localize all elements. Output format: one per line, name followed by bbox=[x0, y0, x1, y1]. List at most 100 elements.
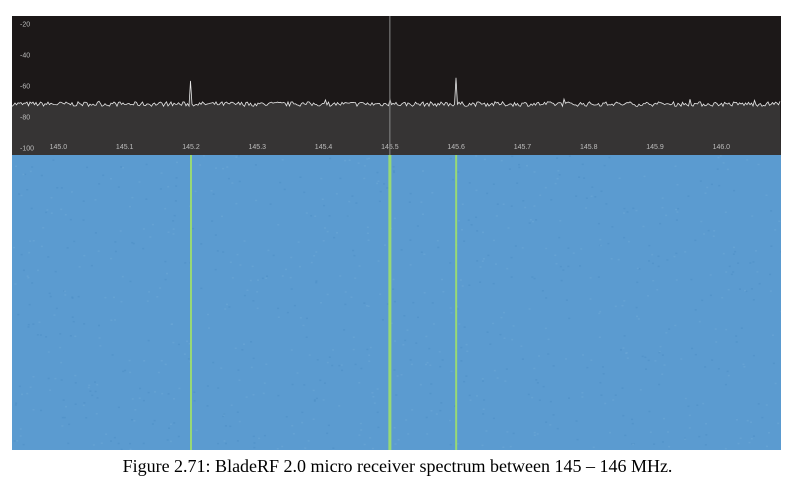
waterfall-noise bbox=[524, 206, 527, 209]
waterfall-noise bbox=[363, 302, 366, 304]
waterfall-noise bbox=[174, 200, 177, 202]
waterfall-noise bbox=[32, 239, 35, 242]
waterfall-noise bbox=[60, 208, 63, 211]
waterfall-noise bbox=[18, 385, 21, 388]
waterfall-noise bbox=[96, 383, 99, 386]
waterfall-noise bbox=[269, 203, 272, 205]
waterfall-noise bbox=[114, 250, 117, 253]
waterfall-noise bbox=[654, 360, 657, 362]
waterfall-noise bbox=[565, 299, 568, 301]
waterfall-noise bbox=[59, 333, 62, 335]
waterfall-noise bbox=[353, 254, 356, 257]
waterfall-noise bbox=[153, 391, 156, 393]
waterfall-noise bbox=[50, 212, 53, 214]
waterfall-noise bbox=[416, 225, 419, 227]
waterfall-noise bbox=[222, 251, 225, 253]
waterfall-noise bbox=[231, 277, 234, 279]
waterfall-noise bbox=[449, 307, 452, 309]
waterfall-noise bbox=[724, 383, 727, 386]
waterfall-noise bbox=[19, 435, 22, 437]
waterfall-noise bbox=[503, 337, 506, 340]
waterfall-noise bbox=[169, 440, 172, 443]
waterfall-noise bbox=[486, 192, 489, 195]
waterfall-noise bbox=[467, 219, 470, 221]
waterfall-noise bbox=[159, 287, 162, 289]
waterfall-noise bbox=[533, 367, 536, 370]
waterfall-noise bbox=[47, 351, 50, 353]
waterfall-noise bbox=[770, 245, 773, 247]
waterfall-noise bbox=[439, 365, 442, 368]
waterfall-noise bbox=[292, 433, 295, 435]
waterfall-noise bbox=[460, 346, 463, 349]
waterfall-noise bbox=[674, 324, 677, 327]
waterfall-noise bbox=[377, 426, 380, 429]
waterfall-noise bbox=[92, 444, 95, 446]
waterfall-noise bbox=[499, 333, 502, 336]
waterfall-noise bbox=[466, 350, 469, 353]
waterfall-noise bbox=[579, 265, 582, 267]
waterfall-noise bbox=[151, 223, 154, 226]
waterfall-noise bbox=[229, 425, 232, 428]
waterfall-noise bbox=[420, 201, 423, 203]
waterfall-noise bbox=[518, 163, 521, 166]
waterfall-noise bbox=[657, 255, 660, 258]
waterfall-noise bbox=[183, 353, 186, 355]
waterfall-noise bbox=[121, 166, 124, 169]
waterfall-noise bbox=[624, 434, 627, 437]
waterfall-noise bbox=[366, 348, 369, 351]
waterfall-noise bbox=[17, 313, 20, 316]
waterfall-noise bbox=[320, 177, 323, 180]
waterfall-noise bbox=[468, 182, 471, 184]
waterfall-noise bbox=[659, 222, 662, 225]
waterfall-noise bbox=[526, 164, 529, 167]
waterfall-noise bbox=[761, 416, 764, 419]
waterfall-noise bbox=[164, 278, 167, 281]
waterfall-noise bbox=[557, 170, 560, 172]
x-tick-label: 145.8 bbox=[580, 144, 598, 151]
waterfall-noise bbox=[142, 442, 145, 445]
waterfall-noise bbox=[250, 341, 253, 343]
waterfall-noise bbox=[379, 293, 382, 296]
waterfall-noise bbox=[238, 379, 241, 381]
waterfall-noise bbox=[42, 227, 45, 229]
waterfall-noise bbox=[395, 394, 398, 396]
waterfall-noise bbox=[224, 425, 227, 427]
waterfall-noise bbox=[572, 252, 575, 254]
waterfall-noise bbox=[31, 166, 34, 168]
waterfall-noise bbox=[142, 228, 145, 230]
waterfall-noise bbox=[200, 243, 203, 245]
waterfall-noise bbox=[257, 279, 260, 281]
waterfall-noise bbox=[60, 361, 63, 364]
waterfall-noise bbox=[124, 369, 127, 372]
waterfall-noise bbox=[47, 377, 50, 380]
waterfall-noise bbox=[326, 432, 329, 435]
waterfall-noise bbox=[752, 299, 755, 301]
waterfall-noise bbox=[732, 246, 735, 249]
waterfall-noise bbox=[70, 191, 73, 193]
waterfall-noise bbox=[172, 220, 175, 222]
waterfall-noise bbox=[666, 259, 669, 261]
waterfall-noise bbox=[175, 185, 178, 187]
waterfall-noise bbox=[494, 263, 497, 265]
waterfall-noise bbox=[705, 423, 708, 425]
waterfall-noise bbox=[400, 373, 403, 376]
waterfall-noise bbox=[121, 275, 124, 278]
waterfall-noise bbox=[707, 229, 710, 232]
x-tick-label: 145.0 bbox=[50, 144, 68, 151]
waterfall-noise bbox=[417, 316, 420, 319]
waterfall-noise bbox=[463, 326, 466, 328]
waterfall-noise bbox=[549, 400, 552, 403]
waterfall-noise bbox=[449, 157, 452, 160]
waterfall-noise bbox=[352, 348, 355, 351]
waterfall-noise bbox=[589, 277, 592, 279]
waterfall-noise bbox=[536, 382, 539, 384]
waterfall-noise bbox=[429, 364, 432, 367]
waterfall-noise bbox=[648, 260, 651, 262]
waterfall-noise bbox=[740, 327, 743, 329]
waterfall-noise bbox=[202, 155, 205, 157]
waterfall-noise bbox=[373, 402, 376, 404]
waterfall-noise bbox=[129, 371, 132, 374]
waterfall-noise bbox=[66, 247, 69, 249]
waterfall-noise bbox=[97, 250, 100, 252]
waterfall-noise bbox=[47, 256, 50, 258]
